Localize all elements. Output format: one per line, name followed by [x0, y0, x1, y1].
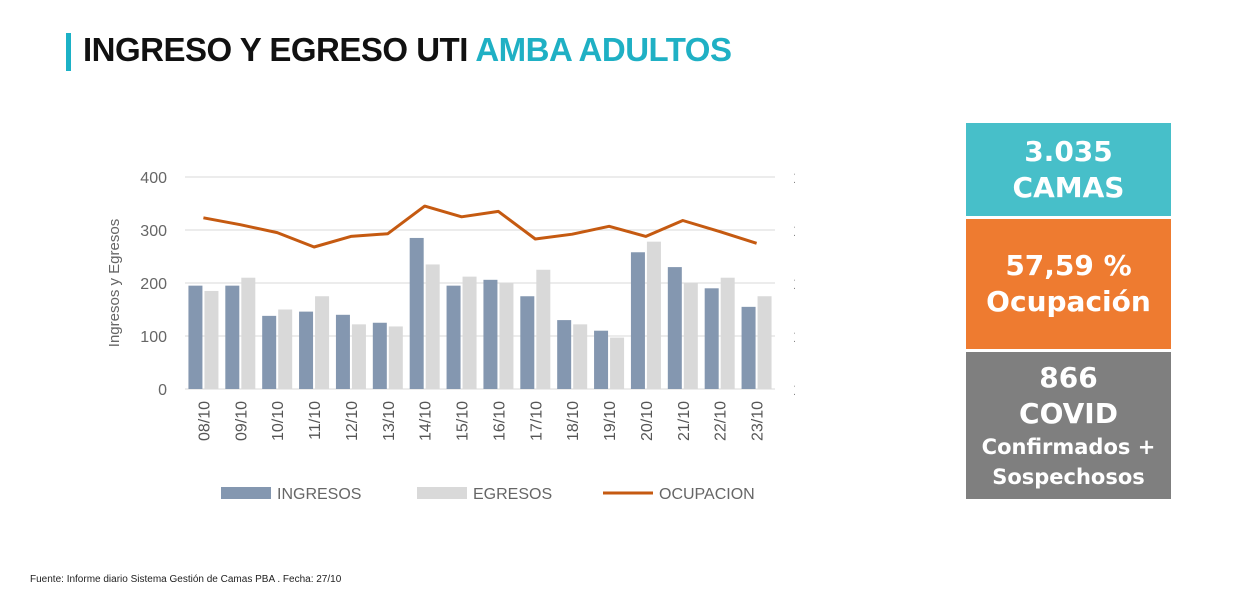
- y2-tick-label: 1700: [793, 276, 795, 293]
- covid-sub-1: Confirmados +: [981, 434, 1156, 459]
- occupancy-label: Ocupación: [986, 285, 1151, 318]
- bar-egresos: [536, 269, 551, 389]
- x-tick-label: 19/10: [602, 401, 619, 441]
- uti-chart: 0 100 200 300 400 1500 1600 1700 1800 1900 Ingreso…: [106, 170, 795, 503]
- line-ocupacion: [203, 204, 758, 249]
- legend-label-ingresos: INGRESOS: [277, 486, 361, 503]
- bar-ingresos: [446, 285, 461, 389]
- y-tick-label: 300: [140, 223, 167, 240]
- bar-ingresos: [594, 330, 609, 389]
- bar-egresos: [278, 309, 293, 389]
- bar-egresos: [388, 326, 403, 389]
- bar-ingresos: [372, 322, 387, 389]
- bar-ingresos: [335, 314, 350, 389]
- bar-ingresos: [520, 296, 535, 389]
- covid-sub-2: Sospechosos: [992, 464, 1145, 489]
- bar-ingresos: [299, 311, 314, 389]
- bar-egresos: [683, 283, 698, 389]
- bar-ingresos: [483, 279, 498, 389]
- bar-egresos: [351, 324, 366, 389]
- bar-egresos: [204, 290, 219, 389]
- x-tick-label: 12/10: [344, 401, 361, 441]
- bar-ingresos: [262, 315, 277, 389]
- x-tick-label: 13/10: [381, 401, 398, 441]
- x-tick-label: 21/10: [676, 401, 693, 441]
- bar-ingresos: [409, 237, 424, 389]
- page-title: INGRESO Y EGRESO UTI AMBA ADULTOS: [83, 31, 732, 69]
- bar-egresos: [315, 296, 330, 389]
- y-tick-label: 0: [158, 382, 167, 399]
- bar-egresos: [573, 324, 588, 389]
- beds-value: 3.035: [1024, 134, 1113, 168]
- source-note: Fuente: Informe diario Sistema Gestión d…: [30, 574, 342, 585]
- bar-ingresos: [225, 285, 240, 389]
- bar-egresos: [757, 296, 772, 389]
- x-tick-label: 22/10: [713, 401, 730, 441]
- x-tick-label: 16/10: [491, 401, 508, 441]
- beds-stat-box: 3.035 CAMAS: [966, 123, 1171, 216]
- y2-tick-label: 1500: [793, 382, 795, 399]
- x-tick-label: 17/10: [528, 401, 545, 441]
- y-tick-label: 100: [140, 329, 167, 346]
- bar-ingresos: [630, 252, 645, 389]
- x-tick-label: 20/10: [639, 401, 656, 441]
- y-tick-label: 200: [140, 276, 167, 293]
- covid-value: 866: [1039, 360, 1098, 394]
- bar-egresos: [610, 337, 625, 389]
- bar-ingresos: [667, 267, 682, 389]
- x-tick-label: 23/10: [750, 401, 767, 441]
- y-tick-label: 400: [140, 170, 167, 187]
- occupancy-stat-box: 57,59 % Ocupación: [966, 219, 1171, 349]
- x-tick-label: 15/10: [455, 401, 472, 441]
- x-tick-label: 11/10: [307, 401, 324, 440]
- y2-tick-label: 1600: [793, 329, 795, 346]
- title-highlight: AMBA ADULTOS: [475, 31, 732, 68]
- beds-label: CAMAS: [1012, 170, 1125, 204]
- y-axis-title: Ingresos y Egresos: [106, 219, 123, 347]
- bar-ingresos: [704, 288, 719, 389]
- covid-label: COVID: [1019, 396, 1118, 430]
- title-main: INGRESO Y EGRESO UTI: [83, 31, 468, 68]
- occupancy-value: 57,59 %: [1005, 249, 1132, 282]
- legend-label-egresos: EGRESOS: [473, 486, 552, 503]
- bar-egresos: [462, 276, 477, 389]
- y2-tick-label: 1900: [793, 170, 795, 187]
- x-tick-label: 09/10: [233, 401, 250, 441]
- covid-stat-box: 866 COVID Confirmados + Sospechosos: [966, 352, 1171, 499]
- bar-ingresos: [557, 320, 572, 389]
- bar-egresos: [646, 241, 661, 389]
- bar-ingresos: [741, 306, 756, 389]
- bar-egresos: [720, 277, 735, 389]
- bar-egresos: [499, 283, 514, 389]
- bar-egresos: [425, 264, 440, 389]
- legend-label-ocupacion: OCUPACION: [659, 486, 755, 503]
- x-tick-label: 10/10: [270, 401, 287, 441]
- bar-egresos: [241, 277, 256, 389]
- legend-swatch-ingresos: [221, 487, 271, 499]
- title-accent-bar: [66, 33, 71, 71]
- x-tick-label: 14/10: [418, 401, 435, 441]
- y2-tick-label: 1800: [793, 223, 795, 240]
- x-tick-label: 08/10: [196, 401, 213, 441]
- bar-ingresos: [188, 285, 203, 389]
- legend-swatch-egresos: [417, 487, 467, 499]
- x-tick-label: 18/10: [565, 401, 582, 441]
